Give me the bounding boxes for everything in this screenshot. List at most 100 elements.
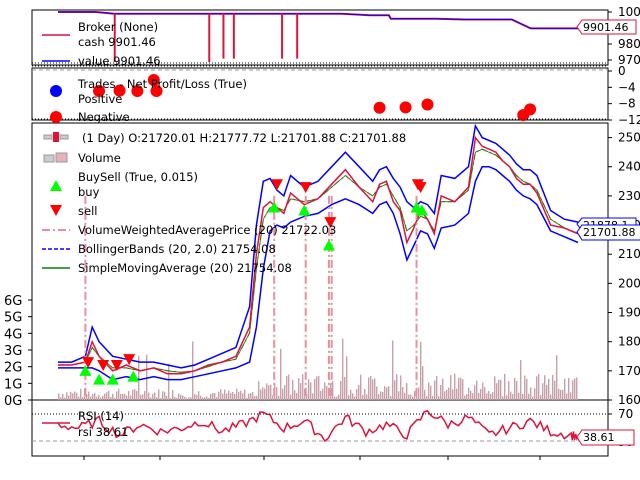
price-y-tick-2-label: 230 xyxy=(618,189,640,203)
price-y-tick-4-label: 210 xyxy=(618,247,640,261)
volume-bar xyxy=(482,382,484,400)
volume-bar xyxy=(182,395,184,400)
volume-tick-label-3: 3G xyxy=(4,344,22,359)
volume-bar xyxy=(504,373,506,400)
trades-y-tick-1-label: −4 xyxy=(618,80,636,94)
volume-tick-label-2: 4G xyxy=(4,327,22,342)
volume-bar xyxy=(378,394,380,400)
volume-bar xyxy=(120,394,122,400)
volume-bar xyxy=(510,391,512,400)
volume-bar xyxy=(86,394,88,400)
volume-bar xyxy=(252,392,254,400)
volume-bar xyxy=(314,379,316,400)
price-y-tick-5-label: 200 xyxy=(618,276,640,290)
volume-bar xyxy=(210,393,212,400)
volume-bar xyxy=(306,393,308,400)
volume-bar xyxy=(474,385,476,400)
volume-bar xyxy=(530,387,532,400)
volume-bar xyxy=(156,397,158,400)
volume-bar xyxy=(442,378,444,400)
volume-bar xyxy=(98,394,100,400)
volume-bar xyxy=(238,391,240,400)
price-y-tick-9-label: 160 xyxy=(618,393,640,407)
rsi-legend: RSI (14) rsi 38.61 xyxy=(42,409,129,439)
volume-bar xyxy=(478,392,480,400)
volume-bar xyxy=(178,393,180,400)
sell-marker xyxy=(82,357,95,369)
volume-bar xyxy=(376,386,378,400)
volume-bar xyxy=(342,338,344,400)
volume-bar xyxy=(106,392,108,400)
value-legend-label: value 9901.46 xyxy=(78,54,161,68)
volume-bar xyxy=(532,396,534,400)
volume-bar xyxy=(282,388,284,400)
volume-bar xyxy=(130,395,132,400)
volume-bar xyxy=(254,396,256,400)
volume-bar xyxy=(138,355,140,400)
rsi-value-tag: 38.61 xyxy=(576,429,635,446)
rsi-series xyxy=(57,410,579,443)
volume-bar xyxy=(502,396,504,400)
volume-bar xyxy=(382,392,384,400)
trades-y-tick-2-label: −8 xyxy=(618,97,636,111)
broker-value-tag: 9901.46 xyxy=(576,19,637,35)
volume-bar xyxy=(108,390,110,400)
rsi-line xyxy=(57,410,579,443)
volume-bar xyxy=(432,396,434,400)
volume-bar xyxy=(66,392,68,400)
volume-bar xyxy=(394,380,396,400)
volume-bar xyxy=(316,376,318,400)
volume-bar xyxy=(332,381,334,400)
volume-bar xyxy=(58,393,60,400)
volume-bar xyxy=(88,391,90,400)
price-y-tick-0-label: 250 xyxy=(618,131,640,145)
volume-bar xyxy=(104,393,106,400)
volume-bar xyxy=(78,396,80,400)
buy-marker xyxy=(322,239,335,251)
trade-negative-marker xyxy=(147,73,160,86)
volume-bar xyxy=(336,396,338,400)
volume-bar xyxy=(266,383,268,400)
volume-bar xyxy=(190,397,192,400)
sell-legend-marker xyxy=(50,205,62,216)
volume-bar xyxy=(412,396,414,400)
volume-bar xyxy=(380,391,382,400)
trade-negative-marker xyxy=(421,98,434,111)
volume-bar xyxy=(72,393,74,400)
price-value-tag-text: 21701.88 xyxy=(583,226,636,239)
price-series xyxy=(58,123,579,398)
volume-bar xyxy=(488,390,490,400)
volume-bar xyxy=(286,376,288,400)
volume-bar xyxy=(196,395,198,400)
volume-tick-label-0: 6G xyxy=(4,294,22,309)
volume-bar xyxy=(214,393,216,400)
bollinger-upper-line xyxy=(58,123,579,369)
volume-bar xyxy=(564,378,566,400)
volume-bar xyxy=(236,388,238,400)
volume-bar xyxy=(82,397,84,400)
volume-bar xyxy=(470,390,472,400)
volume-bar xyxy=(408,394,410,400)
trades-markers xyxy=(93,73,537,122)
buy-marker xyxy=(416,204,428,216)
trades-panel xyxy=(31,67,609,121)
sell-marker xyxy=(270,179,283,191)
volume-bar xyxy=(370,375,372,400)
positive-legend-marker xyxy=(50,85,62,97)
volume-bar xyxy=(158,389,160,400)
volume-bar xyxy=(446,389,448,400)
volume-bar xyxy=(434,380,436,400)
volume-bar xyxy=(118,388,120,400)
volume-bar xyxy=(350,389,352,400)
volume-bar xyxy=(422,366,424,400)
price-y-tick-6-label: 190 xyxy=(618,306,640,320)
volume-bar xyxy=(552,375,554,400)
volume-bar xyxy=(346,356,348,400)
volume-bar xyxy=(154,392,156,400)
volume-bar xyxy=(398,391,400,400)
volume-tick-label-6: 0G xyxy=(4,394,22,409)
volume-bar xyxy=(360,374,362,400)
volume-bar xyxy=(326,385,328,400)
volume-bar xyxy=(90,396,92,400)
